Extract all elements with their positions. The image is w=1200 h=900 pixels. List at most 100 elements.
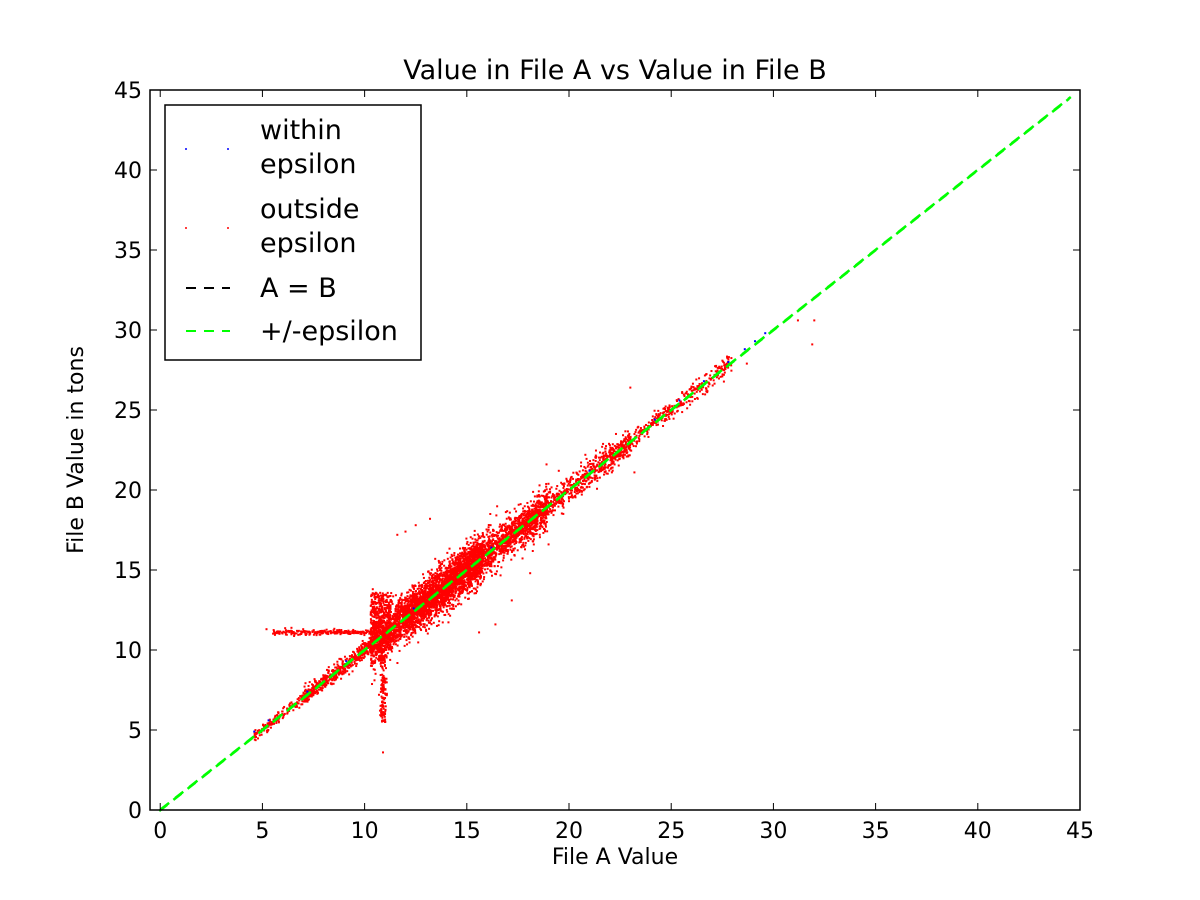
outside-point <box>432 573 435 576</box>
outside-point <box>473 587 476 590</box>
outside-point <box>418 585 421 588</box>
outside-point <box>420 629 423 632</box>
outside-point <box>422 599 425 602</box>
outside-point <box>439 608 442 611</box>
outside-point <box>485 533 488 536</box>
outside-point <box>546 500 549 503</box>
outside-point <box>415 610 418 613</box>
outside-point <box>454 568 457 571</box>
outside-point <box>428 594 431 597</box>
outside-point <box>433 605 436 608</box>
outside-point <box>490 563 493 566</box>
outside-point <box>446 590 449 593</box>
outside-point <box>452 573 455 576</box>
outside-point <box>393 619 396 622</box>
outside-point <box>529 532 532 535</box>
outside-point <box>462 579 465 582</box>
outside-point <box>499 549 502 552</box>
outside-point <box>476 533 479 536</box>
outside-point <box>548 510 551 513</box>
outside-point <box>524 530 527 533</box>
outside-point <box>532 519 535 522</box>
outside-point <box>517 530 520 533</box>
outside-point <box>398 649 401 652</box>
outside-point <box>435 586 438 589</box>
outside-point <box>542 490 545 493</box>
outside-point <box>450 591 453 594</box>
outside-point <box>396 612 399 615</box>
outside-point <box>598 476 601 479</box>
outside-point <box>427 596 430 599</box>
outside-point <box>458 554 461 557</box>
outside-point <box>484 568 487 571</box>
outside-point <box>436 568 439 571</box>
outside-point <box>451 567 454 570</box>
outside-point <box>624 436 627 439</box>
outside-point <box>606 456 609 459</box>
outside-point <box>617 464 620 467</box>
outside-point <box>480 542 483 545</box>
outside-point <box>436 594 439 597</box>
outside-point <box>479 555 482 558</box>
outside-point <box>467 579 470 582</box>
outside-point <box>481 554 484 557</box>
outside-point <box>410 603 413 606</box>
outside-point <box>495 534 498 537</box>
outside-point <box>403 615 406 618</box>
outside-point <box>378 657 381 660</box>
outside-point <box>454 575 457 578</box>
outside-point <box>516 534 519 537</box>
outside-point <box>455 597 458 600</box>
outside-point <box>455 557 458 560</box>
outside-point <box>471 558 474 561</box>
outside-point <box>559 501 562 504</box>
outside-point <box>444 582 447 585</box>
outside-point <box>439 595 442 598</box>
outside-point <box>476 580 479 583</box>
outside-point <box>445 567 448 570</box>
outside-point <box>425 610 428 613</box>
outside-point <box>583 465 586 468</box>
outside-point <box>502 559 505 562</box>
outside-point <box>450 574 453 577</box>
outside-point <box>383 607 386 610</box>
outside-point <box>442 593 445 596</box>
outside-point <box>496 546 499 549</box>
outside-point <box>550 511 553 514</box>
outside-point <box>495 543 498 546</box>
outside-point <box>556 485 559 488</box>
outside-point <box>501 534 504 537</box>
outside-point <box>511 521 514 524</box>
outside-point <box>465 581 468 584</box>
outside-point <box>513 524 516 527</box>
outside-point <box>470 575 473 578</box>
outside-point <box>444 600 447 603</box>
outside-point <box>483 539 486 542</box>
outside-point <box>488 547 491 550</box>
outside-point <box>481 567 484 570</box>
outside-point <box>520 514 523 517</box>
outside-point <box>432 581 435 584</box>
outside-point <box>455 582 458 585</box>
outside-point <box>522 541 525 544</box>
outside-point <box>485 550 488 553</box>
outside-point <box>534 533 537 536</box>
outside-point <box>445 605 448 608</box>
outside-point <box>397 623 400 626</box>
outside-point <box>424 580 427 583</box>
outside-point <box>482 548 485 551</box>
outside-point <box>540 524 543 527</box>
outside-point <box>400 628 403 631</box>
outside-point <box>518 520 521 523</box>
outside-point <box>459 568 462 571</box>
outside-point <box>402 629 405 632</box>
outside-point <box>479 561 482 564</box>
outside-point <box>419 621 422 624</box>
outside-point <box>442 591 445 594</box>
outside-point <box>531 508 534 511</box>
outside-point <box>411 604 414 607</box>
outside-point <box>404 613 407 616</box>
outside-point <box>396 614 399 617</box>
outside-point <box>446 551 449 554</box>
